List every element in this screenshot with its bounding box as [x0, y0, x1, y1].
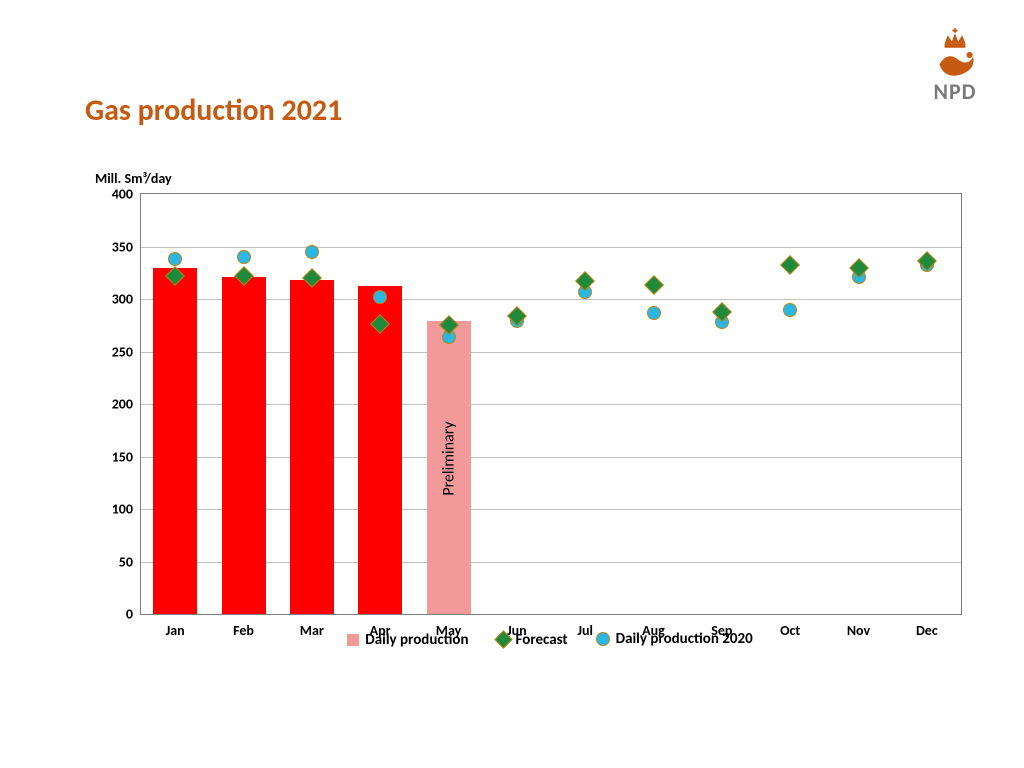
bar-actual	[153, 268, 197, 615]
npd-logo-text: NPD	[924, 78, 986, 105]
y-tick-label: 50	[119, 553, 133, 570]
bar-actual	[358, 286, 402, 614]
legend-label: Forecast	[516, 631, 568, 649]
y-tick-label: 300	[112, 291, 133, 308]
y-tick-label: 250	[112, 343, 133, 360]
plot-area: 050100150200250300350400JanFebMarAprMayP…	[140, 193, 962, 615]
legend-swatch	[494, 630, 512, 648]
bar-preliminary: Preliminary	[427, 321, 471, 614]
marker-prev-year	[783, 303, 797, 317]
npd-logo: NPD	[924, 28, 986, 105]
y-tick-label: 0	[126, 606, 133, 623]
legend-swatch	[596, 632, 610, 646]
y-tick-label: 400	[112, 186, 133, 203]
legend: Daily production Forecast Daily production…	[140, 630, 960, 651]
y-tick-label: 150	[112, 448, 133, 465]
bar-actual	[290, 280, 334, 614]
slide: Gas production 2021 NPD Mill. Sm³/day 05…	[0, 0, 1024, 768]
legend-swatch	[347, 634, 359, 646]
page-title: Gas production 2021	[85, 92, 342, 129]
y-tick-label: 100	[112, 501, 133, 518]
y-axis-title: Mill. Sm³/day	[95, 170, 960, 187]
marker-prev-year	[647, 306, 661, 320]
marker-forecast	[644, 275, 664, 295]
marker-forecast	[780, 255, 800, 275]
legend-item-bars: Daily production	[347, 631, 468, 649]
legend-item-prev_year: Daily production 2020	[596, 630, 753, 648]
legend-label: Daily production 2020	[616, 630, 753, 648]
legend-item-forecast: Forecast	[497, 631, 568, 649]
marker-prev-year	[168, 252, 182, 266]
marker-prev-year	[305, 245, 319, 259]
marker-prev-year	[373, 290, 387, 304]
y-tick-label: 350	[112, 238, 133, 255]
legend-label: Daily production	[365, 631, 468, 649]
preliminary-label: Preliminary	[439, 421, 458, 495]
bar-actual	[222, 277, 266, 614]
grid-line	[141, 247, 961, 248]
y-tick-label: 200	[112, 396, 133, 413]
chart: Mill. Sm³/day 050100150200250300350400Ja…	[95, 170, 960, 615]
crown-wave-icon	[929, 28, 981, 80]
marker-prev-year	[237, 250, 251, 264]
